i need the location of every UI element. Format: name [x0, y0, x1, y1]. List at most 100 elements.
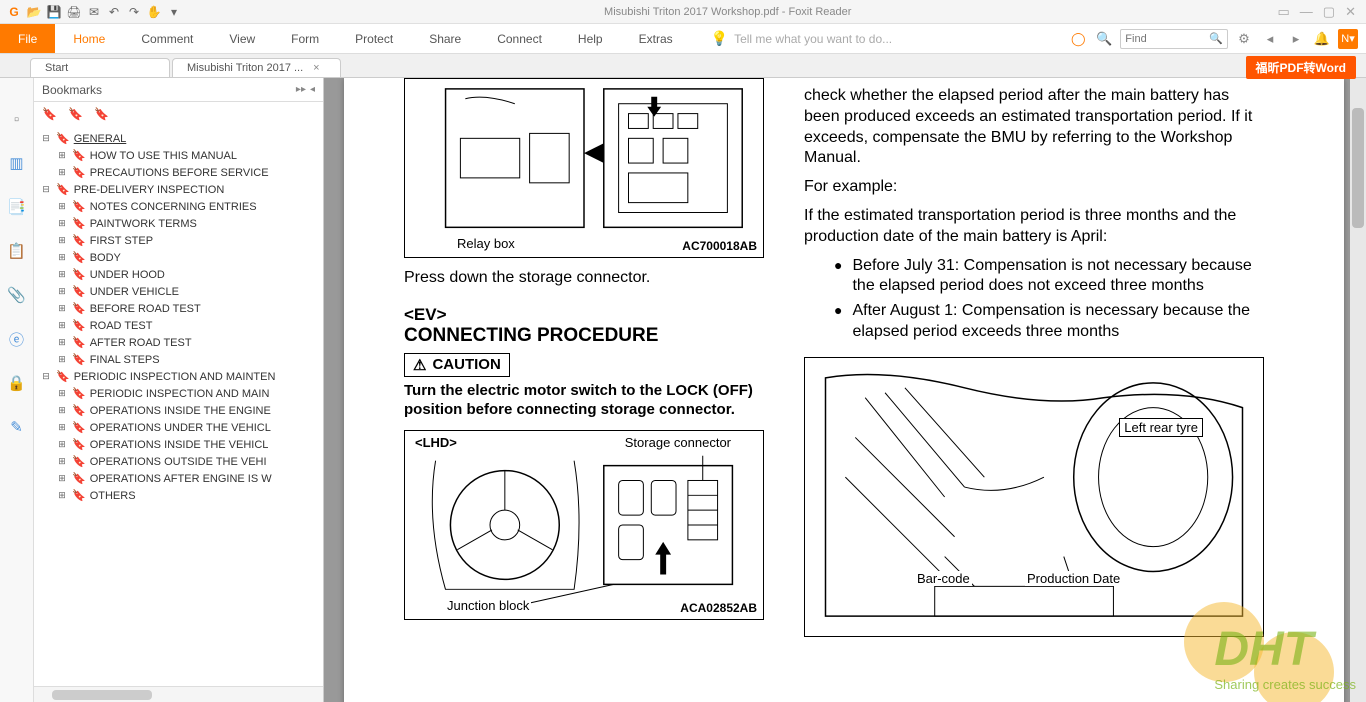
- bookmark-item[interactable]: ⊞🔖ROAD TEST: [34, 317, 323, 334]
- bookmark-find-icon[interactable]: 🔖: [94, 107, 110, 123]
- bookmark-item[interactable]: ⊞🔖NOTES CONCERNING ENTRIES: [34, 198, 323, 215]
- bookmark-item[interactable]: ⊞🔖HOW TO USE THIS MANUAL: [34, 147, 323, 164]
- expand-icon[interactable]: ⊞: [56, 201, 68, 212]
- expand-icon[interactable]: ⊞: [56, 269, 68, 280]
- bookmarks-icon[interactable]: 📑: [6, 196, 28, 218]
- tab-connect[interactable]: Connect: [479, 24, 560, 53]
- expand-icon[interactable]: ⊞: [56, 150, 68, 161]
- bookmark-item[interactable]: ⊟🔖PRE-DELIVERY INSPECTION: [34, 181, 323, 198]
- bookmark-item[interactable]: ⊞🔖AFTER ROAD TEST: [34, 334, 323, 351]
- bookmarks-hscroll-thumb[interactable]: [52, 690, 152, 700]
- bookmark-item[interactable]: ⊟🔖PERIODIC INSPECTION AND MAINTEN: [34, 368, 323, 385]
- bookmark-item[interactable]: ⊞🔖OPERATIONS INSIDE THE VEHICL: [34, 436, 323, 453]
- tab-comment[interactable]: Comment: [123, 24, 211, 53]
- gear-icon[interactable]: ⚙: [1234, 29, 1254, 49]
- convert-badge[interactable]: 福昕PDF转Word: [1246, 56, 1356, 79]
- tab-extras[interactable]: Extras: [621, 24, 691, 53]
- expand-icon[interactable]: ⊞: [56, 303, 68, 314]
- notification-icon[interactable]: ◯: [1068, 29, 1088, 49]
- file-tab[interactable]: File: [0, 24, 55, 53]
- bookmark-item[interactable]: ⊞🔖BODY: [34, 249, 323, 266]
- bookmark-item[interactable]: ⊞🔖OTHERS: [34, 487, 323, 504]
- bookmark-item[interactable]: ⊞🔖FINAL STEPS: [34, 351, 323, 368]
- minimize-ribbon-icon[interactable]: ▭: [1278, 4, 1290, 20]
- signatures-icon[interactable]: ⓔ: [6, 328, 28, 350]
- convert-icon[interactable]: 🔍: [1094, 29, 1114, 49]
- tab-protect[interactable]: Protect: [337, 24, 411, 53]
- expand-icon[interactable]: ⊞: [56, 439, 68, 450]
- tab-home[interactable]: Home: [55, 24, 123, 53]
- document-view[interactable]: Relay box AC700018AB Press down the stor…: [324, 78, 1366, 702]
- document-vscroll-thumb[interactable]: [1352, 108, 1364, 228]
- bookmark-item[interactable]: ⊞🔖OPERATIONS AFTER ENGINE IS W: [34, 470, 323, 487]
- search-icon[interactable]: 🔍: [1209, 32, 1223, 45]
- expand-icon[interactable]: ⊞: [56, 405, 68, 416]
- bell-icon[interactable]: 🔔: [1312, 29, 1332, 49]
- bookmark-item[interactable]: ⊞🔖FIRST STEP: [34, 232, 323, 249]
- expand-icon[interactable]: ⊞: [56, 218, 68, 229]
- bookmark-item[interactable]: ⊞🔖OPERATIONS OUTSIDE THE VEHI: [34, 453, 323, 470]
- doctab-close-icon[interactable]: ×: [313, 62, 319, 74]
- tab-share[interactable]: Share: [411, 24, 479, 53]
- open-icon[interactable]: 📂: [26, 4, 42, 20]
- email-icon[interactable]: ✉: [86, 4, 102, 20]
- comments-icon[interactable]: 📋: [6, 240, 28, 262]
- expand-icon[interactable]: ⊞: [56, 456, 68, 467]
- expand-icon[interactable]: ⊟: [40, 371, 52, 382]
- bookmarks-collapse-icon[interactable]: ▸▸: [296, 84, 306, 95]
- doctab-document[interactable]: Misubishi Triton 2017 ... ×: [172, 58, 341, 77]
- bookmark-item[interactable]: ⊞🔖BEFORE ROAD TEST: [34, 300, 323, 317]
- page-thumbnails-icon[interactable]: ▫: [6, 108, 28, 130]
- dropdown-icon[interactable]: ▾: [166, 4, 182, 20]
- maximize-icon[interactable]: ▢: [1323, 4, 1335, 20]
- bookmark-new-icon[interactable]: 🔖: [42, 107, 58, 123]
- print-icon[interactable]: 🖨: [66, 4, 82, 20]
- bookmark-item[interactable]: ⊞🔖UNDER VEHICLE: [34, 283, 323, 300]
- bookmark-item[interactable]: ⊞🔖PRECAUTIONS BEFORE SERVICE: [34, 164, 323, 181]
- bookmark-item[interactable]: ⊞🔖OPERATIONS UNDER THE VEHICL: [34, 419, 323, 436]
- expand-icon[interactable]: ⊞: [56, 422, 68, 433]
- bookmarks-hscroll[interactable]: [34, 686, 323, 702]
- expand-icon[interactable]: ⊞: [56, 235, 68, 246]
- redo-icon[interactable]: ↷: [126, 4, 142, 20]
- expand-icon[interactable]: ⊞: [56, 320, 68, 331]
- user-avatar[interactable]: N▾: [1338, 29, 1358, 49]
- bookmark-item[interactable]: ⊞🔖PAINTWORK TERMS: [34, 215, 323, 232]
- tab-help[interactable]: Help: [560, 24, 621, 53]
- layers-icon[interactable]: ▥: [6, 152, 28, 174]
- expand-icon[interactable]: ⊞: [56, 167, 68, 178]
- hand-icon[interactable]: ✋: [146, 4, 162, 20]
- bookmark-expand-icon[interactable]: 🔖: [68, 107, 84, 123]
- undo-icon[interactable]: ↶: [106, 4, 122, 20]
- bookmarks-tree[interactable]: ⊟🔖GENERAL⊞🔖HOW TO USE THIS MANUAL⊞🔖PRECA…: [34, 128, 323, 686]
- tab-form[interactable]: Form: [273, 24, 337, 53]
- document-vscroll[interactable]: [1350, 78, 1366, 702]
- articles-icon[interactable]: ✎: [6, 416, 28, 438]
- tab-view[interactable]: View: [211, 24, 273, 53]
- save-icon[interactable]: 💾: [46, 4, 62, 20]
- attachments-icon[interactable]: 📎: [6, 284, 28, 306]
- find-box[interactable]: 🔍: [1120, 29, 1228, 49]
- expand-icon[interactable]: ⊞: [56, 490, 68, 501]
- expand-icon[interactable]: ⊟: [40, 133, 52, 144]
- prev-find-icon[interactable]: ◂: [1260, 29, 1280, 49]
- expand-icon[interactable]: ⊞: [56, 388, 68, 399]
- close-icon[interactable]: ✕: [1345, 4, 1356, 20]
- find-input[interactable]: [1125, 33, 1205, 45]
- expand-icon[interactable]: ⊞: [56, 337, 68, 348]
- expand-icon[interactable]: ⊞: [56, 354, 68, 365]
- expand-icon[interactable]: ⊞: [56, 473, 68, 484]
- bookmark-item[interactable]: ⊞🔖OPERATIONS INSIDE THE ENGINE: [34, 402, 323, 419]
- expand-icon[interactable]: ⊞: [56, 252, 68, 263]
- tell-me-search[interactable]: 💡 Tell me what you want to do...: [711, 24, 893, 53]
- expand-icon[interactable]: ⊟: [40, 184, 52, 195]
- bookmark-item[interactable]: ⊞🔖PERIODIC INSPECTION AND MAIN: [34, 385, 323, 402]
- bookmark-item[interactable]: ⊞🔖UNDER HOOD: [34, 266, 323, 283]
- bookmark-item[interactable]: ⊟🔖GENERAL: [34, 130, 323, 147]
- minimize-icon[interactable]: —: [1300, 4, 1313, 20]
- expand-icon[interactable]: ⊞: [56, 286, 68, 297]
- next-find-icon[interactable]: ▸: [1286, 29, 1306, 49]
- bookmarks-menu-icon[interactable]: ◂: [310, 84, 315, 95]
- doctab-start[interactable]: Start: [30, 58, 170, 77]
- security-icon[interactable]: 🔒: [6, 372, 28, 394]
